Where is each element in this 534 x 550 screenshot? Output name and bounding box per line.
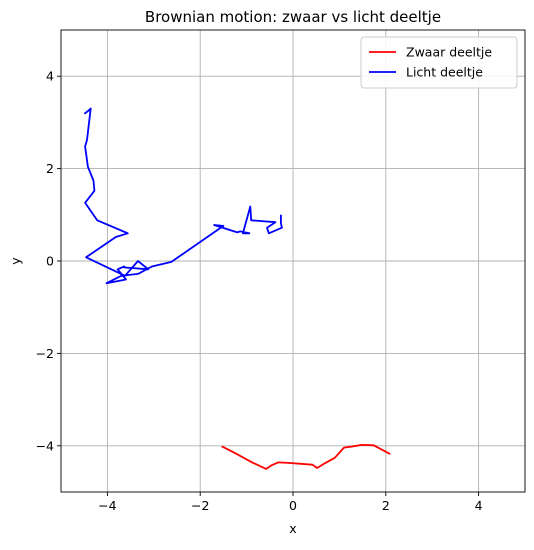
y-tick-label: −2 [36, 346, 54, 361]
legend: Zwaar deeltje Licht deeltje [360, 36, 518, 89]
y-tick-label: −4 [36, 438, 54, 453]
axis-ticks: −4 −2 0 2 4 −4 −2 0 2 4 [36, 69, 483, 513]
y-tick-label: 0 [46, 254, 54, 269]
legend-label-0: Zwaar deeltje [406, 45, 492, 60]
chart-title: Brownian motion: zwaar vs licht deeltje [145, 8, 441, 26]
plot-series [83, 107, 391, 470]
x-axis-label: x [289, 521, 296, 536]
legend-box [360, 36, 518, 89]
series-line-1 [83, 107, 283, 285]
x-tick-label: 0 [289, 498, 297, 513]
y-tick-label: 4 [46, 69, 54, 84]
series-line-0 [221, 443, 391, 470]
x-tick-label: 2 [382, 498, 390, 513]
legend-label-1: Licht deeltje [406, 65, 483, 80]
y-tick-label: 2 [46, 161, 54, 176]
y-axis-label: y [8, 257, 23, 265]
x-tick-label: −2 [191, 498, 209, 513]
x-tick-label: −4 [98, 498, 116, 513]
x-tick-label: 4 [475, 498, 483, 513]
